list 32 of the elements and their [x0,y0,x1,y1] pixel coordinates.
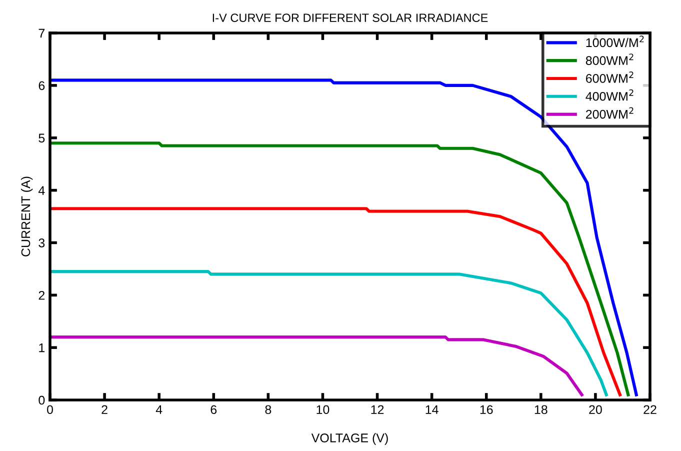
y-tick-label: 1 [39,344,45,352]
x-tick-label: 14 [426,405,438,414]
legend-label: 400WM$^{2}$ [586,89,634,101]
x-tick-label: 20 [589,405,602,414]
y-tick-label: 7 [38,28,45,38]
x-tick-label: 4 [156,405,162,414]
x-tick-label: 8 [265,405,272,414]
x-tick-label: 12 [371,405,384,414]
line-series [50,270,608,396]
x-axis-title: VOLTAGE (V) [311,433,388,445]
x-tick-label: 6 [210,405,217,414]
line-series [50,207,622,396]
chart-title: I-V CURVE FOR DIFFERENT SOLAR IRRADIANCE [212,14,488,22]
y-tick-label: 5 [38,134,45,143]
x-tick-label: 10 [316,405,330,414]
legend-label: 200WM$^{2}$ [586,107,634,119]
x-tick-label: 22 [644,405,656,414]
y-axis-title: CURRENT (A) [20,176,33,256]
line-series [50,336,584,396]
legend-label: 1000W/M$^{2}$ [586,36,644,48]
y-tick-label: 4 [38,186,45,195]
legend-label: 800WM$^{2}$ [586,54,634,65]
y-tick-label: 6 [38,81,45,90]
x-tick-label: 0 [47,405,53,414]
legend-label: 600WM$^{2}$ [586,71,634,83]
y-tick-label: 3 [38,238,45,248]
x-tick-label: 18 [534,405,548,414]
x-tick-label: 16 [480,405,493,414]
y-tick-label: 0 [38,396,45,405]
y-tick-label: 2 [38,290,45,300]
line-series [50,142,630,396]
x-tick-label: 2 [102,405,108,414]
